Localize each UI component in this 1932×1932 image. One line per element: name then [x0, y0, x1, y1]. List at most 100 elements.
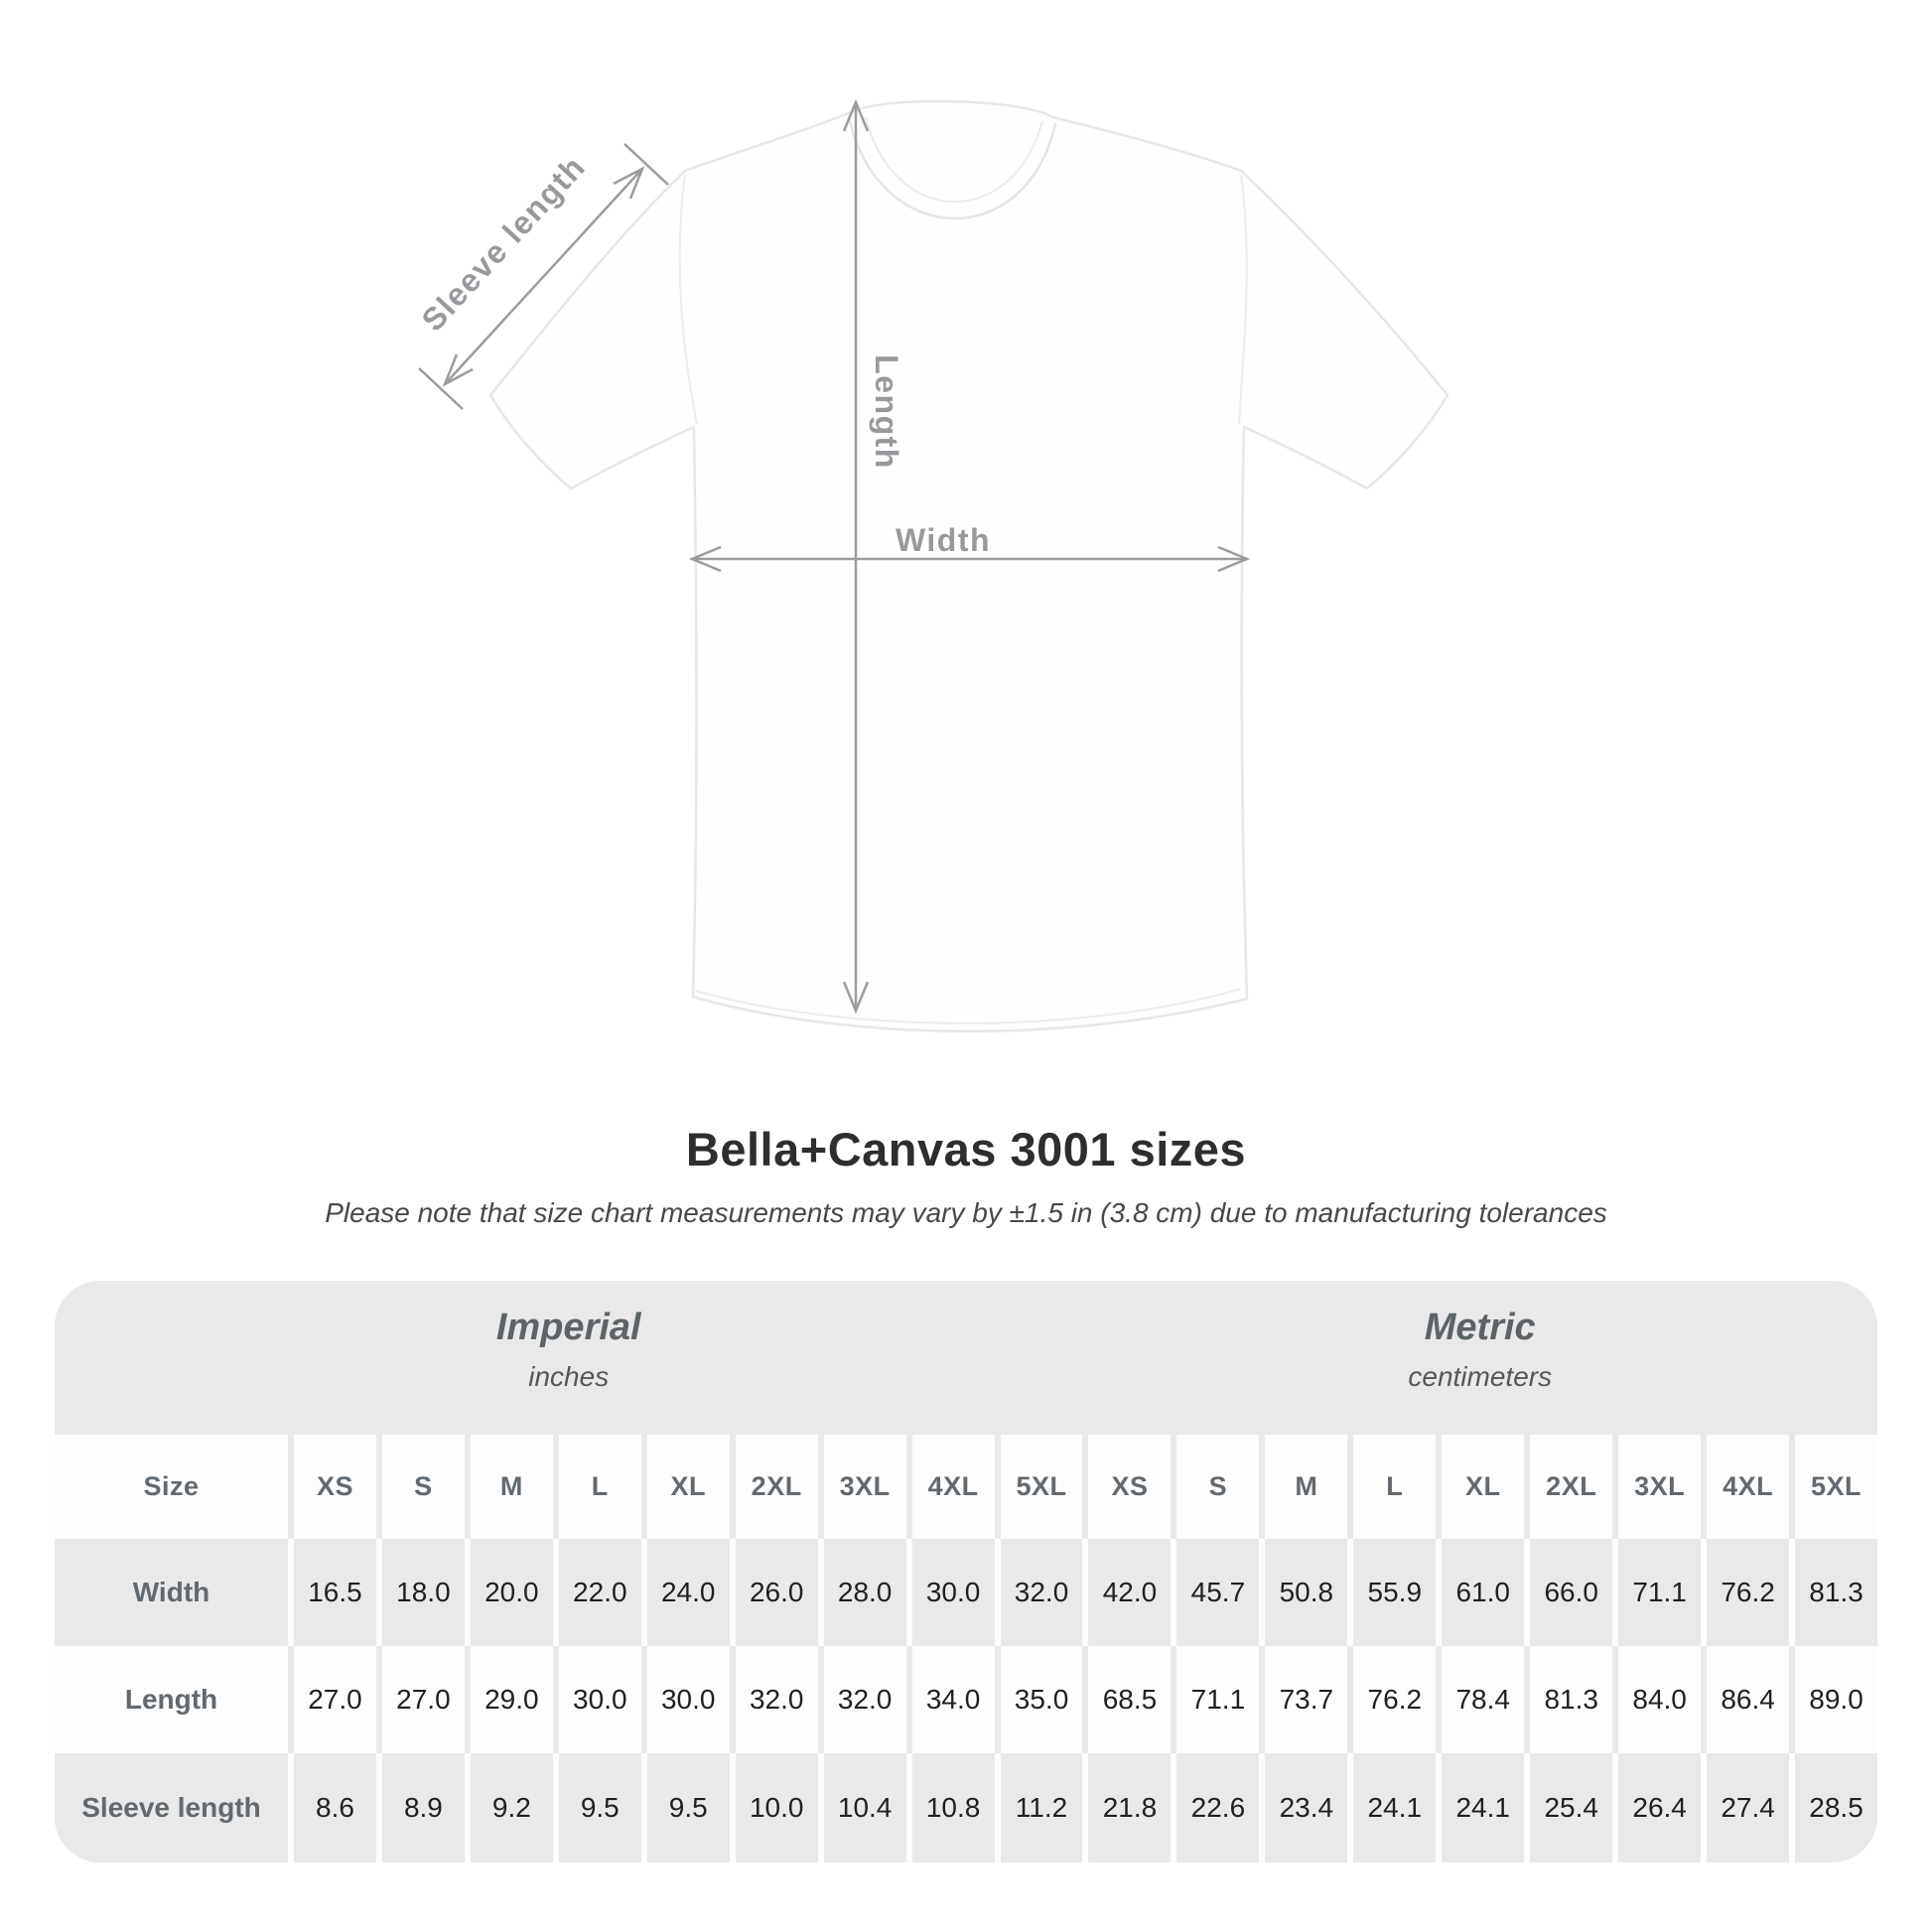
- size-header-imperial: 5XL: [994, 1435, 1083, 1539]
- value-cell-imperial: 32.0: [729, 1646, 818, 1753]
- value-cell-metric: 45.7: [1171, 1539, 1260, 1646]
- value-cell-metric: 23.4: [1259, 1753, 1348, 1863]
- size-header-metric: 4XL: [1701, 1435, 1790, 1539]
- value-cell-metric: 81.3: [1524, 1646, 1613, 1753]
- size-header-imperial: M: [464, 1435, 553, 1539]
- length-label: Length: [869, 354, 904, 470]
- value-cell-metric: 89.0: [1789, 1646, 1877, 1753]
- value-cell-imperial: 34.0: [905, 1646, 995, 1753]
- value-cell-metric: 68.5: [1082, 1646, 1172, 1753]
- imperial-title: Imperial: [495, 1307, 641, 1348]
- width-label: Width: [895, 522, 992, 558]
- size-header-metric: XL: [1436, 1435, 1525, 1539]
- row-label: Length: [55, 1646, 288, 1753]
- value-cell-imperial: 30.0: [905, 1539, 995, 1646]
- value-cell-imperial: 27.0: [375, 1646, 465, 1753]
- value-cell-imperial: 28.0: [817, 1539, 906, 1646]
- value-cell-metric: 73.7: [1259, 1646, 1348, 1753]
- size-header-imperial: XL: [640, 1435, 730, 1539]
- size-table: Imperial inches Metric centimeters Size X…: [55, 1281, 1877, 1863]
- size-header-imperial: XS: [288, 1435, 376, 1539]
- value-cell-imperial: 26.0: [729, 1539, 818, 1646]
- row-label: Sleeve length: [55, 1753, 288, 1863]
- left-sleeve-seam: [678, 174, 698, 426]
- value-cell-metric: 55.9: [1347, 1539, 1437, 1646]
- value-cell-metric: 71.1: [1612, 1539, 1702, 1646]
- metric-section-header: Metric centimeters: [1082, 1281, 1877, 1435]
- size-header-imperial: S: [375, 1435, 465, 1539]
- value-cell-metric: 22.6: [1171, 1753, 1260, 1863]
- imperial-section-header: Imperial inches: [55, 1281, 1082, 1435]
- sleeve-length-arrow: [418, 143, 669, 410]
- value-cell-imperial: 10.0: [729, 1753, 818, 1863]
- value-cell-imperial: 32.0: [994, 1539, 1083, 1646]
- value-cell-imperial: 10.4: [817, 1753, 906, 1863]
- size-column-header: Size: [55, 1435, 288, 1539]
- tshirt-graphic: [418, 98, 1449, 1033]
- length-arrow: [842, 98, 870, 1015]
- value-cell-metric: 66.0: [1524, 1539, 1613, 1646]
- size-header-imperial: L: [552, 1435, 641, 1539]
- value-cell-metric: 86.4: [1701, 1646, 1790, 1753]
- value-cell-imperial: 8.6: [288, 1753, 376, 1863]
- value-cell-imperial: 32.0: [817, 1646, 906, 1753]
- value-cell-metric: 81.3: [1789, 1539, 1877, 1646]
- value-cell-imperial: 24.0: [640, 1539, 730, 1646]
- value-cell-imperial: 8.9: [375, 1753, 465, 1863]
- value-cell-metric: 27.4: [1701, 1753, 1790, 1863]
- value-cell-imperial: 20.0: [464, 1539, 553, 1646]
- value-cell-metric: 25.4: [1524, 1753, 1613, 1863]
- value-cell-metric: 42.0: [1082, 1539, 1172, 1646]
- size-header-imperial: 3XL: [817, 1435, 906, 1539]
- value-cell-metric: 26.4: [1612, 1753, 1702, 1863]
- value-cell-imperial: 9.5: [640, 1753, 730, 1863]
- value-cell-imperial: 30.0: [552, 1646, 641, 1753]
- metric-unit: centimeters: [1408, 1361, 1553, 1392]
- size-header-metric: 2XL: [1524, 1435, 1613, 1539]
- size-header-metric: 3XL: [1612, 1435, 1702, 1539]
- value-cell-imperial: 29.0: [464, 1646, 553, 1753]
- size-header-metric: S: [1171, 1435, 1260, 1539]
- right-sleeve-seam: [1238, 174, 1248, 426]
- value-cell-metric: 76.2: [1347, 1646, 1437, 1753]
- width-arrow: [688, 545, 1251, 573]
- size-header-metric: 5XL: [1789, 1435, 1877, 1539]
- metric-title: Metric: [1424, 1307, 1536, 1348]
- value-cell-imperial: 35.0: [994, 1646, 1083, 1753]
- value-cell-imperial: 22.0: [552, 1539, 641, 1646]
- value-cell-metric: 84.0: [1612, 1646, 1702, 1753]
- value-cell-imperial: 11.2: [994, 1753, 1083, 1863]
- hem-seam: [694, 988, 1242, 1025]
- size-header-imperial: 4XL: [905, 1435, 995, 1539]
- row-label: Width: [55, 1539, 288, 1646]
- value-cell-metric: 24.1: [1436, 1753, 1525, 1863]
- collar-inner-seam: [865, 116, 1043, 204]
- tshirt-diagram: Sleeve length Length Width: [414, 98, 1449, 1033]
- value-cell-metric: 21.8: [1082, 1753, 1172, 1863]
- size-grid: Imperial inches Metric centimeters Size X…: [55, 1281, 1877, 1863]
- collar-outer-seam: [847, 116, 1057, 220]
- value-cell-imperial: 9.2: [464, 1753, 553, 1863]
- value-cell-imperial: 16.5: [288, 1539, 376, 1646]
- value-cell-metric: 78.4: [1436, 1646, 1525, 1753]
- size-header-metric: M: [1259, 1435, 1348, 1539]
- value-cell-imperial: 30.0: [640, 1646, 730, 1753]
- value-cell-metric: 24.1: [1347, 1753, 1437, 1863]
- value-cell-imperial: 9.5: [552, 1753, 641, 1863]
- value-cell-metric: 28.5: [1789, 1753, 1877, 1863]
- value-cell-metric: 71.1: [1171, 1646, 1260, 1753]
- value-cell-imperial: 10.8: [905, 1753, 995, 1863]
- tshirt-body: [488, 99, 1449, 1033]
- value-cell-metric: 61.0: [1436, 1539, 1525, 1646]
- value-cell-metric: 76.2: [1701, 1539, 1790, 1646]
- value-cell-metric: 50.8: [1259, 1539, 1348, 1646]
- value-cell-imperial: 18.0: [375, 1539, 465, 1646]
- size-header-imperial: 2XL: [729, 1435, 818, 1539]
- chart-title: Bella+Canvas 3001 sizes: [685, 1123, 1247, 1175]
- tolerance-note: Please note that size chart measurements…: [325, 1197, 1607, 1228]
- value-cell-imperial: 27.0: [288, 1646, 376, 1753]
- size-header-metric: L: [1347, 1435, 1437, 1539]
- size-header-metric: XS: [1082, 1435, 1172, 1539]
- imperial-unit: inches: [528, 1361, 610, 1392]
